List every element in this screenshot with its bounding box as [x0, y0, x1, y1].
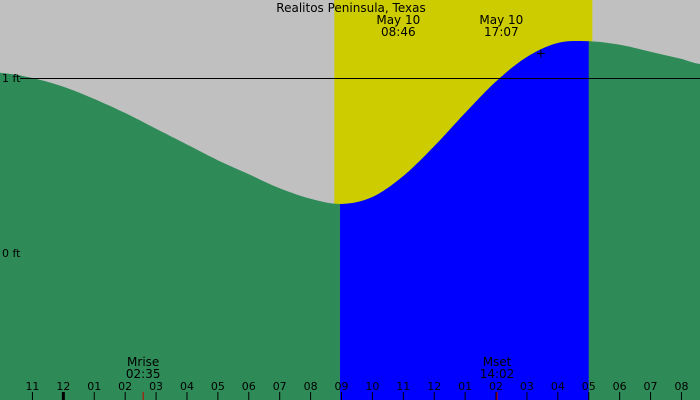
x-tick-label: 01	[87, 380, 101, 393]
sunrise-time: 08:46	[381, 25, 416, 39]
x-tick-label: 04	[551, 380, 565, 393]
x-tick-label: 07	[273, 380, 287, 393]
x-tick-label: 08	[674, 380, 688, 393]
x-tick-label: 01	[458, 380, 472, 393]
x-tick-label: 10	[365, 380, 379, 393]
x-tick-label: 08	[304, 380, 318, 393]
x-tick-label: 11	[396, 380, 410, 393]
moon-event-time: 14:02	[480, 367, 515, 381]
y-tick-label-0ft: 0 ft	[2, 247, 21, 260]
sunrise-date: May 10	[376, 13, 420, 27]
x-tick-label: 03	[149, 380, 163, 393]
x-tick-label: 12	[427, 380, 441, 393]
x-tick-label: 04	[180, 380, 194, 393]
x-tick-label: 12	[56, 380, 70, 393]
moon-event-label: Mrise	[127, 355, 159, 369]
x-tick-label: 07	[644, 380, 658, 393]
x-tick-label: 05	[211, 380, 225, 393]
x-tick-label: 02	[489, 380, 503, 393]
moon-event-label: Mset	[483, 355, 512, 369]
x-tick-label: 09	[335, 380, 349, 393]
y-tick-label-1ft: 1 ft	[2, 72, 21, 85]
x-tick-label: 03	[520, 380, 534, 393]
x-tick-label: 11	[25, 380, 39, 393]
x-axis: 11 12 01 02 03 04 05 06 07 08 09 10 11 12 01 02 03 04 05 06…	[25, 380, 688, 400]
rising-tide-area	[340, 41, 589, 400]
sunset-time: 17:07	[484, 25, 519, 39]
x-tick-label: 05	[582, 380, 596, 393]
x-tick-label: 06	[613, 380, 627, 393]
current-tide-marker	[536, 49, 545, 58]
moon-event-time: 02:35	[126, 367, 161, 381]
x-tick-label: 02	[118, 380, 132, 393]
sunset-date: May 10	[479, 13, 523, 27]
x-tick-label: 06	[242, 380, 256, 393]
chart-title: Realitos Peninsula, Texas	[276, 1, 425, 15]
